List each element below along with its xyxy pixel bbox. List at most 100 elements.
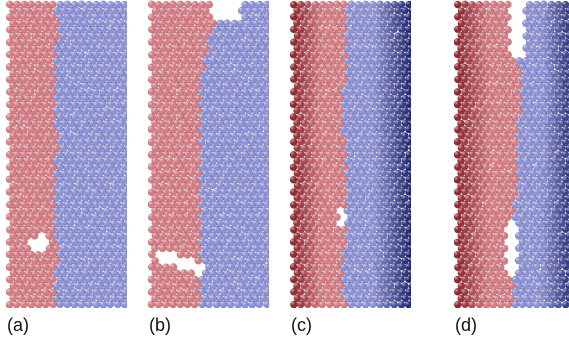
particle-highlight [359,157,363,162]
particle-highlight [93,288,98,293]
particle-highlight [398,239,403,244]
particle-highlight [148,201,153,206]
particle-highlight [177,251,182,256]
particle-highlight [82,45,87,50]
particle-highlight [103,208,108,213]
particle-highlight [57,251,61,256]
particle-highlight [170,289,175,294]
particle-highlight [395,195,400,200]
particle-highlight [75,232,80,237]
particle-highlight [395,82,400,87]
particle-highlight [68,57,73,62]
particle-highlight [290,176,295,181]
particle-highlight [322,182,327,187]
particle-highlight [260,283,265,288]
particle-highlight [89,207,94,212]
particle-highlight [64,251,69,256]
particle-highlight [180,182,185,187]
particle-highlight [362,201,367,206]
particle-highlight [184,14,189,19]
particle-highlight [312,26,317,31]
particle-highlight [177,39,182,44]
particle-highlight [210,20,215,25]
particle-highlight [107,139,112,144]
particle-highlight [373,270,378,275]
particle-highlight [355,151,360,156]
particle-highlight [50,289,55,294]
particle-highlight [249,226,254,231]
particle-highlight [395,232,399,237]
particle-highlight [377,64,382,69]
particle-highlight [304,214,309,219]
particle-highlight [373,20,378,25]
particle-highlight [210,132,215,137]
particle-highlight [406,76,411,81]
particle-highlight [53,232,58,237]
particle-highlight [155,101,160,106]
particle-highlight [402,195,406,200]
particle-highlight [28,126,33,131]
particle-highlight [166,245,171,250]
particle-highlight [235,226,240,231]
particle-highlight [348,39,353,44]
particle-highlight [224,295,229,300]
particle-highlight [224,232,229,237]
particle-highlight [406,251,411,256]
particle-highlight [377,276,382,281]
particle-highlight [170,126,175,131]
particle-highlight [387,157,392,162]
particle-highlight [107,176,112,181]
particle-highlight [217,232,222,237]
particle-highlight [209,120,214,125]
particle-highlight [409,232,411,237]
particle-highlight [301,58,306,63]
particle-highlight [267,57,269,62]
particle-highlight [246,207,251,212]
particle-highlight [366,95,371,100]
particle-highlight [479,8,484,12]
particle-highlight [330,195,335,200]
particle-highlight [82,20,87,25]
particle-highlight [294,83,299,87]
particle-highlight [380,295,385,300]
panel-c [290,0,411,308]
particle-highlight [337,270,342,275]
particle-highlight [224,257,229,262]
particle-highlight [312,64,317,68]
particle-highlight [125,158,127,163]
particle-highlight [242,51,247,56]
particle-highlight [188,220,193,225]
particle-highlight [315,20,320,25]
particle-highlight [103,233,108,238]
particle-highlight [231,57,236,62]
panel-c-svg [290,0,411,308]
particle-highlight [256,101,261,106]
particle-highlight [42,276,47,281]
particle-highlight [297,26,302,31]
particle-highlight [177,76,182,81]
particle-highlight [57,289,61,294]
particle-highlight [125,207,127,212]
particle-highlight [238,195,243,200]
particle-highlight [224,157,229,162]
particle-highlight [184,101,189,106]
particle-highlight [402,133,407,138]
particle-highlight [24,283,29,288]
particle-highlight [253,245,258,250]
particle-highlight [13,188,18,193]
particle-highlight [409,120,411,125]
particle-highlight [104,32,108,37]
particle-highlight [118,145,123,150]
particle-highlight [395,170,400,175]
particle-highlight [323,82,328,87]
particle-highlight [89,257,94,262]
particle-highlight [242,114,247,119]
particle-highlight [290,51,295,56]
particle-highlight [28,14,33,19]
particle-highlight [253,282,257,287]
particle-highlight [294,170,299,175]
particle-highlight [333,1,338,6]
particle-highlight [118,283,123,288]
particle-highlight [46,133,51,138]
particle-highlight [31,45,36,50]
